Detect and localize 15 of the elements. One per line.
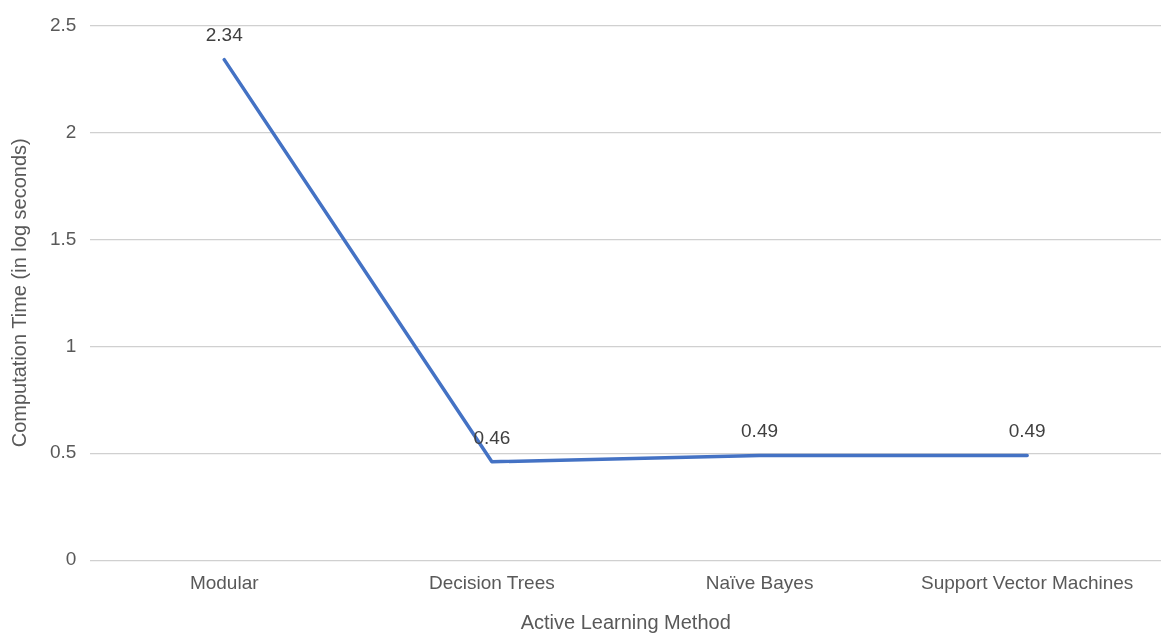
x-tick-label: Naïve Bayes xyxy=(705,571,814,593)
y-tick-label: 1 xyxy=(65,334,77,356)
y-tick-label: 0 xyxy=(65,548,77,570)
y-tick-label: 0.5 xyxy=(49,441,77,463)
y-tick-label: 2.5 xyxy=(49,13,77,35)
data-label: 0.49 xyxy=(1008,420,1046,442)
y-tick-label: 2 xyxy=(65,120,77,142)
y-axis-title: Computation Time (in log seconds) xyxy=(7,138,30,448)
x-tick-label: Modular xyxy=(189,571,260,593)
data-label: 2.34 xyxy=(205,24,244,46)
y-tick-label: 1.5 xyxy=(49,227,77,249)
data-label: 0.49 xyxy=(741,420,779,442)
x-axis-title: Active Learning Method xyxy=(520,610,731,633)
x-tick-label: Decision Trees xyxy=(429,571,555,593)
x-tick-label: Support Vector Machines xyxy=(921,571,1134,593)
